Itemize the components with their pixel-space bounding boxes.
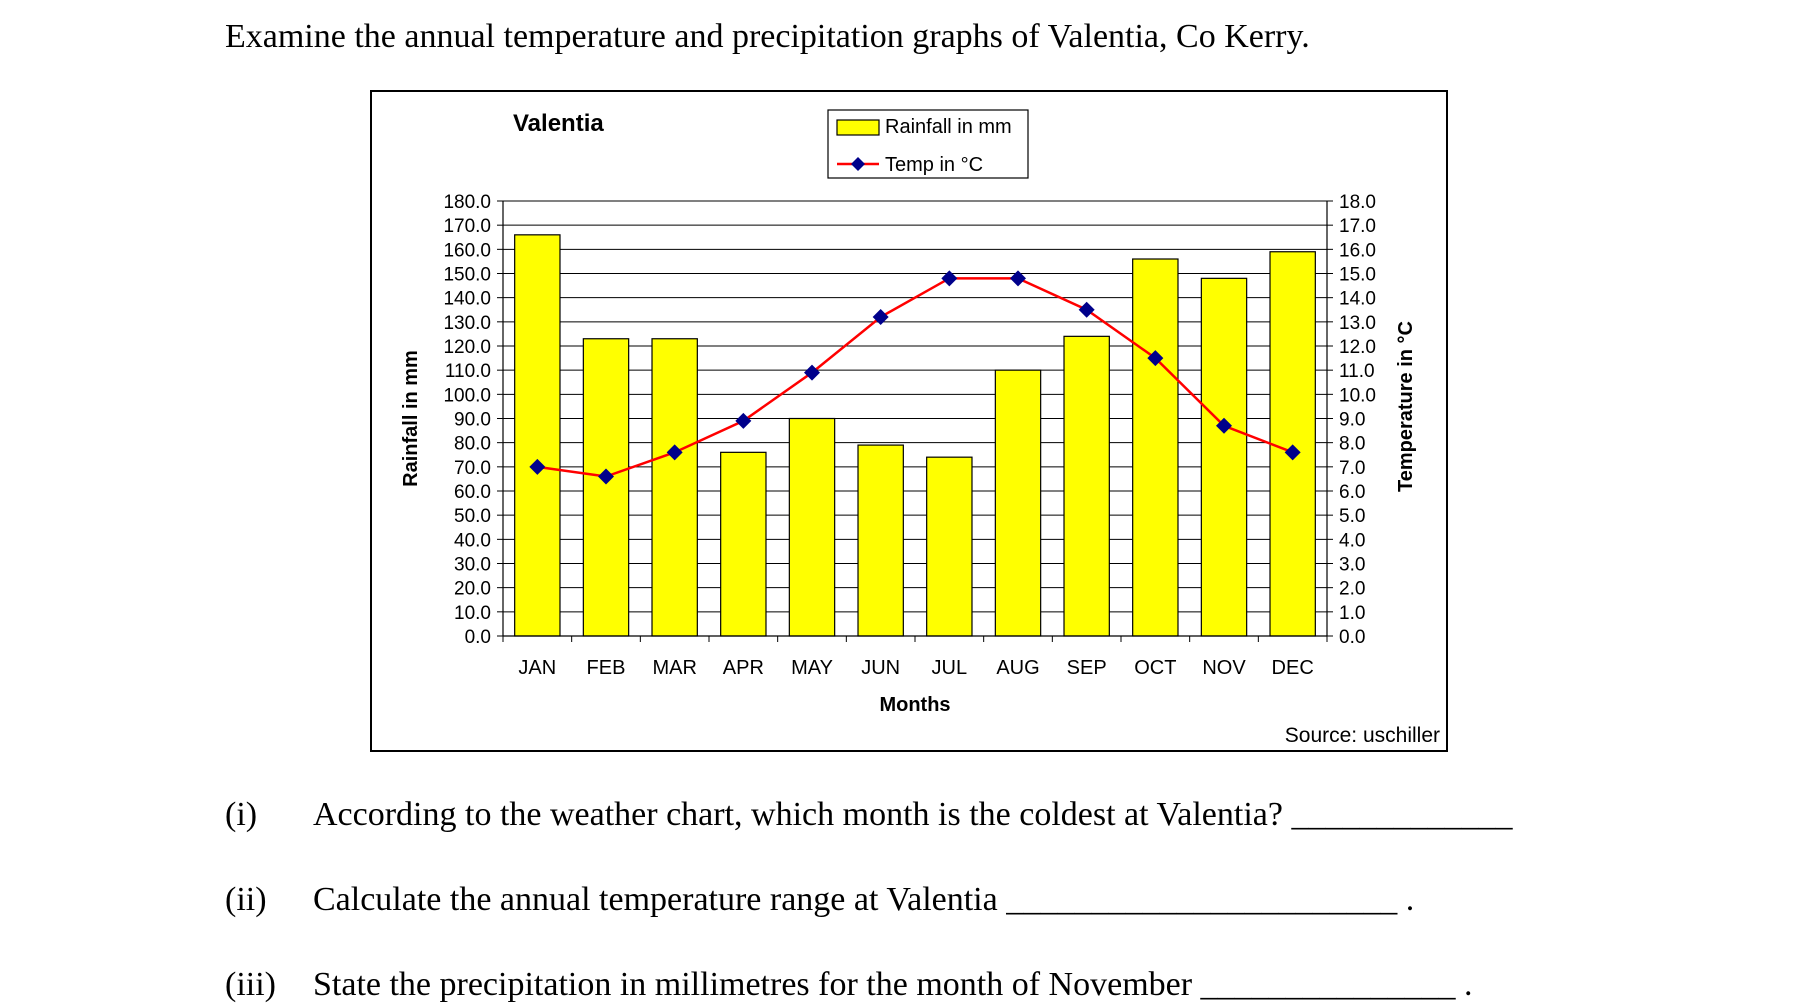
x-tick-label: SEP — [1067, 657, 1107, 679]
legend-temp-marker — [851, 157, 865, 171]
y2-tick-label: 18.0 — [1339, 192, 1376, 213]
y-tick-label: 0.0 — [465, 627, 491, 648]
temp-marker-oct — [1147, 350, 1164, 367]
y-tick-label: 140.0 — [443, 289, 491, 310]
question-3-number: (iii) — [225, 966, 276, 1003]
x-tick-label: AUG — [996, 657, 1039, 679]
y-tick-label: 120.0 — [443, 337, 491, 358]
y-tick-label: 180.0 — [443, 192, 491, 213]
temp-line — [537, 277, 1294, 478]
y2-tick-label: 10.0 — [1339, 385, 1376, 406]
rainfall-bar-apr — [720, 451, 767, 637]
y2-tick-label: 13.0 — [1339, 313, 1376, 334]
y2-tick-label: 5.0 — [1339, 506, 1365, 527]
rainfall-bar-mar — [651, 338, 698, 637]
y2-tick-label: 17.0 — [1339, 216, 1376, 237]
temp-marker-apr — [735, 412, 752, 429]
rainfall-bar-aug — [994, 369, 1042, 637]
rainfall-bar-nov — [1200, 277, 1248, 637]
y2-tick-label: 1.0 — [1339, 603, 1365, 624]
x-tick-label: JUN — [861, 657, 900, 679]
y-tick-label: 110.0 — [445, 361, 491, 382]
temp-marker-nov — [1216, 417, 1232, 434]
question-3-text: State the precipitation in millimetres f… — [313, 966, 1473, 1003]
temp-marker-jan — [529, 458, 546, 475]
y2-tick-label: 15.0 — [1339, 265, 1376, 286]
temp-marker-aug — [1010, 270, 1026, 287]
x-tick-label: APR — [723, 657, 764, 679]
y-tick-label: 100.0 — [443, 385, 491, 406]
rainfall-bar-dec — [1269, 251, 1316, 637]
rainfall-bar-feb — [582, 338, 630, 637]
y2-tick-label: 0.0 — [1339, 627, 1365, 648]
y2-tick-label: 12.0 — [1339, 337, 1376, 358]
x-tick-label: FEB — [587, 657, 626, 679]
y-tick-label: 30.0 — [454, 555, 491, 576]
chart-frame: 0.0 10.0 20.0 30.0 40.0 50.0 60.0 70.0 80.0 90.0 1… — [370, 90, 1448, 752]
y-tick-label: 90.0 — [454, 410, 491, 431]
x-tick-label: MAY — [791, 657, 833, 679]
y-tick-label: 50.0 — [454, 506, 491, 527]
x-tick-label: NOV — [1202, 657, 1246, 679]
y2-tick-label: 9.0 — [1339, 410, 1365, 431]
y2-tick-label: 4.0 — [1339, 530, 1365, 551]
rainfall-bar-oct — [1132, 258, 1179, 637]
legend-rainfall-swatch — [836, 119, 880, 136]
y2-tick-label: 14.0 — [1339, 289, 1376, 310]
y2-axis-title: Temperature in °C — [1395, 321, 1417, 492]
y2-tick-label: 8.0 — [1339, 434, 1365, 455]
temp-marker-jul — [941, 270, 958, 287]
question-1-number: (i) — [225, 796, 258, 833]
temp-marker-dec — [1284, 444, 1301, 461]
chart-source: Source: uschiller — [1285, 724, 1440, 747]
y-tick-label: 130.0 — [443, 313, 491, 334]
y-tick-label: 70.0 — [454, 458, 491, 479]
question-1-text: According to the weather chart, which mo… — [313, 796, 1513, 833]
rainfall-bar-may — [788, 417, 836, 637]
x-axis-title: Months — [879, 694, 950, 716]
temp-marker-feb — [598, 468, 614, 485]
rainfall-bar-jan — [514, 234, 561, 637]
chart-svg: 0.0 10.0 20.0 30.0 40.0 50.0 60.0 70.0 80.0 90.0 1… — [400, 109, 1440, 747]
y2-tick-label: 7.0 — [1339, 458, 1365, 479]
x-tick-label: MAR — [652, 657, 696, 679]
x-tick-label: JAN — [518, 657, 556, 679]
x-tick-label: OCT — [1134, 657, 1176, 679]
y-tick-label: 160.0 — [443, 240, 491, 261]
y-tick-label: 10.0 — [454, 603, 491, 624]
intro-text: Examine the annual temperature and preci… — [225, 18, 1310, 55]
temp-marker-mar — [666, 444, 683, 461]
y-tick-label: 20.0 — [454, 579, 491, 600]
y-tick-label: 150.0 — [443, 265, 491, 286]
question-2-text: Calculate the annual temperature range a… — [313, 881, 1415, 918]
chart-title: Valentia — [513, 110, 604, 137]
temp-marker-sep — [1078, 301, 1095, 318]
y2-tick-label: 3.0 — [1339, 555, 1365, 576]
rainfall-bar-jul — [926, 456, 973, 637]
y2-tick-label: 6.0 — [1339, 482, 1365, 503]
rainfall-bar-sep — [1063, 335, 1110, 637]
question-2-number: (ii) — [225, 881, 267, 918]
x-tick-label: DEC — [1272, 657, 1314, 679]
rainfall-bar-jun — [857, 444, 904, 637]
y2-tick-label: 2.0 — [1339, 579, 1365, 600]
y-tick-label: 40.0 — [454, 530, 491, 551]
y-axis-title: Rainfall in mm — [400, 350, 422, 487]
legend-temp-label: Temp in °C — [885, 154, 983, 176]
x-tick-label: JUL — [932, 657, 968, 679]
y-tick-label: 80.0 — [454, 434, 491, 455]
y2-tick-label: 11.0 — [1339, 361, 1375, 382]
y-tick-label: 60.0 — [454, 482, 491, 503]
temp-marker-may — [804, 364, 820, 381]
temp-marker-jun — [872, 309, 889, 325]
y-tick-label: 170.0 — [443, 216, 491, 237]
legend-rainfall-label: Rainfall in mm — [885, 116, 1012, 138]
y2-tick-label: 16.0 — [1339, 240, 1376, 261]
